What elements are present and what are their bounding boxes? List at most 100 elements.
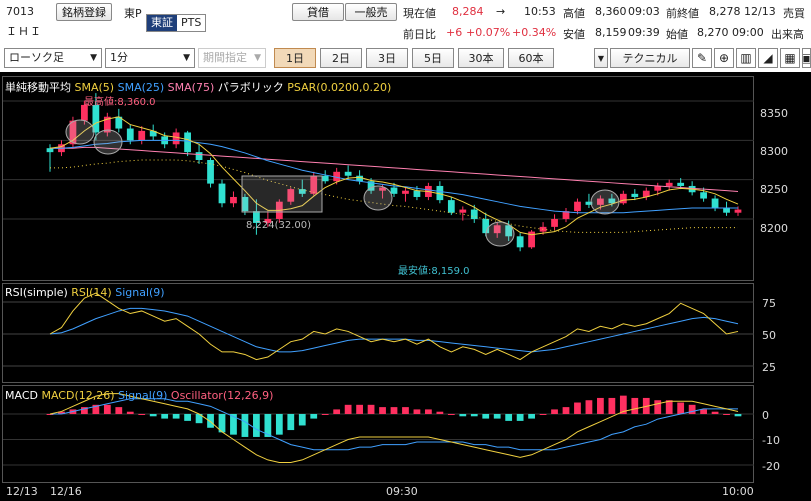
oscillator-bar [688, 404, 696, 414]
market-tab-tse[interactable]: 東証 [147, 15, 177, 31]
oscillator-bar [207, 414, 214, 428]
highlight-ellipse [590, 189, 620, 215]
sma75-line [50, 146, 739, 192]
market-tab-pts[interactable]: PTS [181, 16, 202, 29]
sma25-line [50, 139, 738, 214]
range-60-bars-button[interactable]: 60本 [508, 48, 554, 68]
chart-svg [3, 93, 754, 466]
oscillator-bar [551, 409, 558, 414]
candle-body [562, 211, 570, 219]
diff-percent: +0.07% [466, 26, 511, 39]
chevron-down-icon: ▼ [90, 53, 97, 63]
chart-type-select[interactable]: ローソク足 ▼ [4, 48, 102, 68]
candle-body [665, 182, 673, 186]
interval-select[interactable]: 1分 ▼ [105, 48, 195, 68]
candle-body [92, 104, 100, 133]
candle-body [723, 207, 730, 213]
candle-body [115, 116, 123, 129]
period-select[interactable]: 期間指定 ▼ [198, 48, 266, 68]
credit-button[interactable]: 貸借 [292, 3, 344, 21]
volume-label: 出来高 [771, 28, 804, 41]
legend-sma-title: 単純移動平均 [5, 81, 71, 94]
legend-macd-oscillator: Oscillator(12,26,9) [170, 389, 274, 402]
zoom-icon[interactable]: ⊕ [714, 48, 734, 68]
vwap-label: 売買 [783, 7, 805, 20]
legend-psar: PSAR(0.0200,0.20) [287, 81, 392, 94]
oscillator-bar [608, 397, 616, 414]
candle-body [470, 209, 478, 219]
oscillator-bar [115, 407, 123, 414]
pen-icon[interactable]: ✎ [692, 48, 712, 68]
candle-body [585, 201, 593, 205]
open-label: 始値 [666, 28, 688, 41]
oscillator-bar [287, 414, 295, 431]
oscillator-bar [539, 414, 547, 415]
oscillator-bar [447, 414, 455, 415]
technical-dropdown-icon[interactable]: ▼ [594, 48, 608, 68]
range-1d-button[interactable]: 1日 [274, 48, 316, 68]
oscillator-bar [665, 400, 673, 414]
macd-tick: -10 [762, 434, 780, 447]
legend-macd-title: MACD [5, 389, 38, 402]
highlight-ellipse [485, 221, 515, 247]
candle-body [207, 160, 214, 184]
prev-close-label: 前終値 [666, 7, 699, 20]
compare-icon[interactable]: ▥ [736, 48, 756, 68]
indicator-icon[interactable]: ▦ [780, 48, 800, 68]
oscillator-bar [356, 404, 363, 414]
oscillator-bar [390, 407, 398, 414]
macd-pane[interactable] [2, 385, 754, 483]
low-value: 8,159 [595, 26, 627, 39]
rsi-pane[interactable] [2, 283, 754, 383]
diff-label: 前日比 [403, 28, 436, 41]
range-30-bars-button[interactable]: 30本 [458, 48, 504, 68]
chevron-down-icon: ▼ [183, 53, 190, 63]
market-label: 東P [124, 7, 142, 20]
oscillator-bar [172, 414, 180, 419]
x-label-date-prev: 12/13 [6, 485, 38, 498]
oscillator-bar [379, 407, 386, 414]
oscillator-bar [218, 414, 226, 433]
rsi-signal-line [49, 307, 739, 353]
chart-area[interactable]: 単純移動平均 SMA(5) SMA(25) SMA(75) パラボリック PSA… [0, 72, 811, 501]
range-5d-button[interactable]: 5日 [412, 48, 454, 68]
candle-body [654, 185, 662, 191]
candle-body [677, 182, 685, 186]
candle-body [619, 193, 627, 204]
candle-body [218, 183, 226, 204]
candle-body [333, 171, 341, 182]
market-selector[interactable]: 東証 PTS [146, 14, 207, 32]
oscillator-bar [619, 395, 627, 414]
range-2d-button[interactable]: 2日 [320, 48, 362, 68]
candle-body [103, 116, 111, 133]
oscillator-bar [505, 414, 513, 421]
rsi-tick: 75 [762, 297, 776, 310]
oscillator-bar [241, 414, 249, 437]
oscillator-bar [138, 414, 146, 415]
interval-value: 1分 [110, 51, 128, 64]
candle-body [574, 201, 581, 212]
stock-code: 7013 [6, 5, 34, 18]
highlight-ellipse [65, 119, 95, 145]
general-sell-button[interactable]: 一般売 [345, 3, 397, 21]
current-time: 10:53 [524, 5, 556, 18]
chart-type-icon[interactable]: ◢ [758, 48, 778, 68]
settings-icon[interactable]: ▣ [802, 48, 811, 68]
oscillator-bar [344, 404, 352, 414]
candle-body [734, 209, 742, 213]
range-3d-button[interactable]: 3日 [366, 48, 408, 68]
macd-signal-line [50, 398, 738, 451]
price-pane[interactable] [2, 76, 754, 281]
technical-button[interactable]: テクニカル [610, 48, 690, 68]
x-label-date-current: 12/16 [50, 485, 82, 498]
legend-macd-line: MACD(12,26) [41, 389, 115, 402]
x-label-1000: 10:00 [722, 485, 754, 498]
candle-body [138, 130, 146, 141]
candle-body [69, 120, 77, 145]
candle-body [597, 198, 604, 205]
price-tick: 8250 [760, 183, 788, 196]
box-annotation: 8,224(32.00) [246, 220, 312, 231]
register-stock-button[interactable]: 銘柄登録 [56, 3, 112, 21]
candle-body [482, 219, 490, 234]
candle-body [126, 128, 134, 141]
